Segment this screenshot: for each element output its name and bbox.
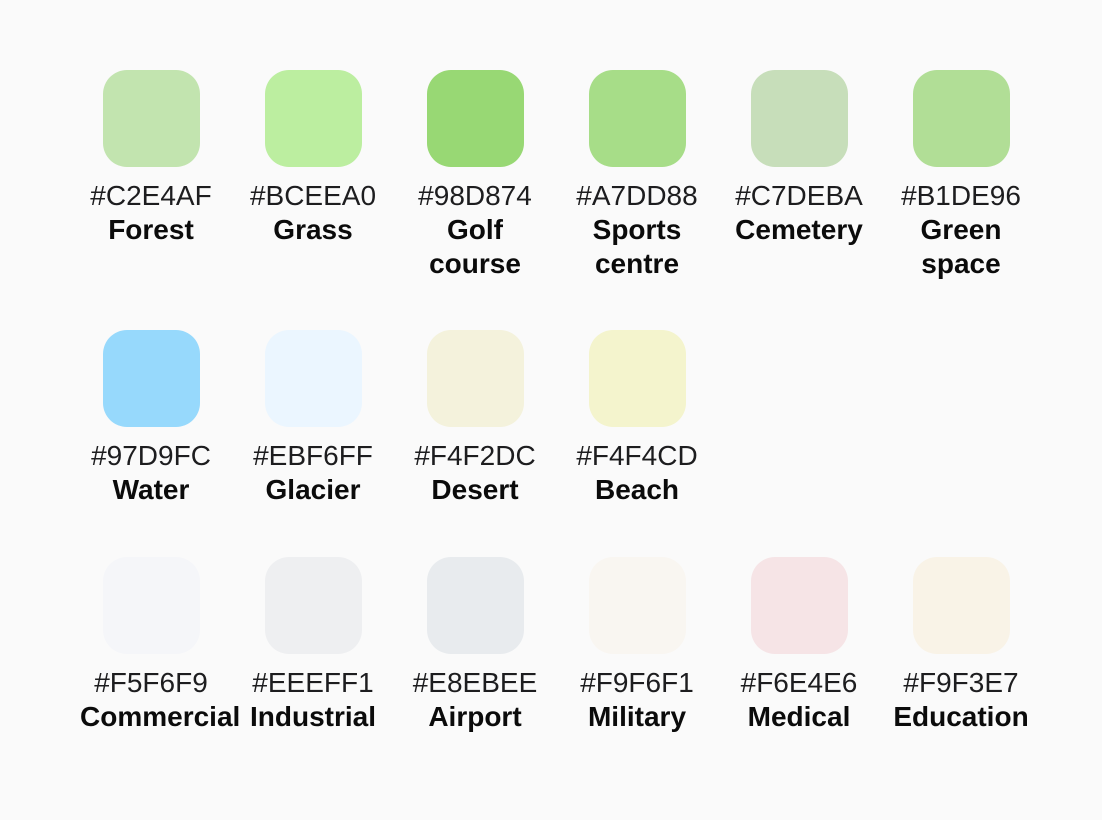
color-label: Education bbox=[893, 701, 1029, 732]
palette-row: #F5F6F9 Commercial #EEEFF1 Industrial #E8EBE… bbox=[70, 557, 1102, 734]
hex-code: #F9F3E7 bbox=[903, 667, 1019, 698]
palette-cell: #E8EBEE Airport bbox=[394, 557, 556, 734]
palette-cell: #A7DD88 Sports centre bbox=[556, 70, 718, 281]
hex-code: #97D9FC bbox=[91, 440, 211, 471]
palette-cell: #F9F3E7 Education bbox=[880, 557, 1042, 734]
color-swatch bbox=[750, 70, 848, 167]
palette-cell: #C7DEBA Cemetery bbox=[718, 70, 880, 247]
hex-code: #F9F6F1 bbox=[580, 667, 694, 698]
color-palette: #C2E4AF Forest #BCEEA0 Grass #98D874 Golf cou… bbox=[70, 70, 1102, 734]
color-label: Glacier bbox=[265, 474, 361, 505]
color-label: Water bbox=[112, 474, 190, 505]
palette-cell: #C2E4AF Forest bbox=[70, 70, 232, 247]
color-swatch bbox=[264, 557, 362, 654]
color-swatch bbox=[426, 330, 524, 427]
hex-code: #F6E4E6 bbox=[740, 667, 858, 698]
palette-cell: #F4F2DC Desert bbox=[394, 330, 556, 507]
hex-code: #EEEFF1 bbox=[252, 667, 374, 698]
palette-cell: #F6E4E6 Medical bbox=[718, 557, 880, 734]
color-label: Green space bbox=[920, 214, 1002, 279]
color-swatch bbox=[102, 70, 200, 167]
hex-code: #C2E4AF bbox=[90, 180, 212, 211]
hex-code: #F4F4CD bbox=[576, 440, 698, 471]
hex-code: #B1DE96 bbox=[901, 180, 1021, 211]
palette-cell: #98D874 Golf course bbox=[394, 70, 556, 281]
palette-cell: #F9F6F1 Military bbox=[556, 557, 718, 734]
color-label: Industrial bbox=[249, 701, 376, 732]
hex-code: #A7DD88 bbox=[576, 180, 698, 211]
color-swatch bbox=[426, 70, 524, 167]
color-label: Beach bbox=[594, 474, 680, 505]
color-label: Desert bbox=[431, 474, 519, 505]
color-label: Golf course bbox=[429, 214, 521, 279]
color-label: Forest bbox=[108, 214, 194, 245]
palette-cell: #97D9FC Water bbox=[70, 330, 232, 507]
palette-row: #97D9FC Water #EBF6FF Glacier #F4F2DC Desert #… bbox=[70, 330, 1102, 557]
color-swatch bbox=[588, 70, 686, 167]
color-swatch bbox=[264, 330, 362, 427]
palette-cell: #B1DE96 Green space bbox=[880, 70, 1042, 281]
color-swatch bbox=[102, 330, 200, 427]
color-swatch bbox=[102, 557, 200, 654]
color-swatch bbox=[588, 330, 686, 427]
color-swatch bbox=[912, 70, 1010, 167]
color-swatch bbox=[426, 557, 524, 654]
hex-code: #E8EBEE bbox=[412, 667, 538, 698]
color-swatch bbox=[912, 557, 1010, 654]
palette-cell: #BCEEA0 Grass bbox=[232, 70, 394, 247]
color-label: Medical bbox=[747, 701, 851, 732]
hex-code: #EBF6FF bbox=[253, 440, 373, 471]
hex-code: #F4F2DC bbox=[414, 440, 536, 471]
color-label: Commercial bbox=[80, 701, 241, 732]
color-label: Cemetery bbox=[735, 214, 863, 245]
color-swatch bbox=[588, 557, 686, 654]
palette-cell: #F4F4CD Beach bbox=[556, 330, 718, 507]
palette-cell: #F5F6F9 Commercial bbox=[70, 557, 241, 734]
color-label: Sports centre bbox=[592, 214, 682, 279]
hex-code: #F5F6F9 bbox=[94, 667, 208, 698]
color-swatch bbox=[264, 70, 362, 167]
hex-code: #98D874 bbox=[418, 180, 532, 211]
color-label: Airport bbox=[428, 701, 522, 732]
palette-cell: #EBF6FF Glacier bbox=[232, 330, 394, 507]
palette-cell: #EEEFF1 Industrial bbox=[232, 557, 394, 734]
color-swatch bbox=[750, 557, 848, 654]
color-label: Military bbox=[587, 701, 687, 732]
hex-code: #BCEEA0 bbox=[249, 180, 377, 211]
palette-row: #C2E4AF Forest #BCEEA0 Grass #98D874 Golf cou… bbox=[70, 70, 1102, 330]
color-label: Grass bbox=[273, 214, 353, 245]
hex-code: #C7DEBA bbox=[735, 180, 863, 211]
